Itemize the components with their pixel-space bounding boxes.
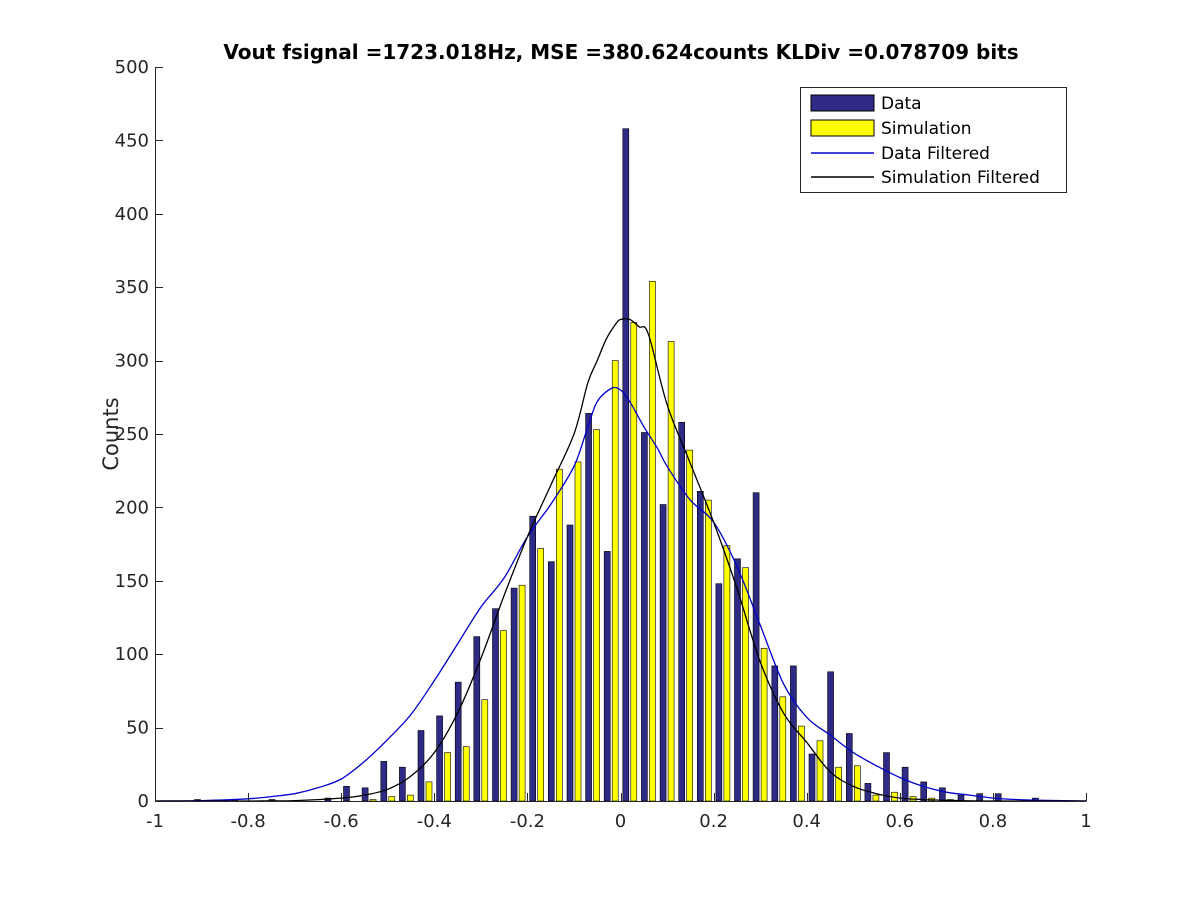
bar-data [510, 587, 518, 802]
bar-simulation [481, 699, 489, 802]
bar-simulation [500, 630, 507, 802]
bar-simulation [425, 781, 433, 802]
bar-data [585, 413, 592, 802]
bar-data [473, 636, 481, 802]
y-axis: 0 50 100 150 200 250 300 350 400 450 500 [115, 57, 163, 812]
x-axis: -1 -0.8 -0.6 -0.4 -0.2 0 0.2 0.4 0.6 0.8 1 [146, 793, 1092, 832]
bar-data [492, 608, 499, 802]
bar-data [380, 761, 388, 802]
bar-data [343, 785, 350, 802]
bar-simulation [407, 794, 414, 802]
bar-data [399, 766, 406, 802]
x-tick-label: -0.4 [417, 811, 452, 832]
bars-layer [194, 128, 1039, 802]
bar-simulation [518, 584, 526, 802]
bar-data [920, 781, 928, 802]
bar-simulation [555, 468, 563, 802]
chart-title: Vout fsignal =1723.018Hz, MSE =380.624co… [223, 40, 1018, 64]
bar-simulation [574, 461, 582, 802]
bar-data [603, 551, 611, 802]
bar-simulation [462, 746, 470, 802]
legend-item-data-filtered: Data Filtered [811, 144, 990, 164]
legend-label-data-filtered: Data Filtered [881, 144, 990, 164]
bar-simulation [444, 752, 451, 802]
x-tick-label: -0.8 [231, 811, 266, 832]
y-tick-label: 150 [115, 571, 149, 592]
bar-data [883, 752, 890, 802]
y-tick-label: 300 [115, 351, 149, 372]
bar-simulation [872, 794, 880, 802]
y-tick-label: 0 [138, 791, 149, 812]
y-tick-label: 250 [115, 424, 149, 445]
x-tick-label: 0.8 [979, 811, 1008, 832]
bar-data [529, 515, 537, 802]
bar-simulation [816, 740, 824, 802]
x-tick-label: -0.6 [324, 811, 359, 832]
bar-simulation [723, 545, 731, 802]
bar-simulation [835, 766, 842, 802]
y-tick-label: 100 [115, 644, 149, 665]
y-tick-label: 400 [115, 204, 149, 225]
legend-label-data: Data [881, 94, 922, 114]
bar-simulation [853, 765, 861, 802]
bar-data [808, 753, 816, 802]
bar-data [659, 504, 667, 802]
x-tick-label: 0.6 [885, 811, 914, 832]
bar-data [436, 715, 443, 802]
bar-data [622, 128, 630, 802]
legend-label-simulation-filtered: Simulation Filtered [881, 168, 1040, 188]
bar-simulation [630, 322, 638, 802]
x-tick-label: 0.2 [699, 811, 728, 832]
x-tick-label: 0.4 [792, 811, 821, 832]
bar-data [641, 432, 648, 802]
bar-data [901, 766, 909, 802]
legend-swatch-simulation [810, 119, 875, 137]
y-axis-label: Counts [99, 397, 123, 470]
bar-simulation [704, 499, 712, 802]
legend-label-simulation: Simulation [881, 119, 972, 139]
line-simulation-filtered [154, 318, 1087, 802]
bar-simulation [369, 799, 377, 802]
bar-simulation [537, 548, 545, 802]
bar-data [678, 421, 686, 802]
bar-data [696, 490, 704, 802]
bar-data [715, 583, 723, 802]
y-tick-label: 50 [126, 718, 149, 739]
bar-simulation [686, 449, 694, 802]
x-tick-label: 0 [615, 811, 626, 832]
legend-item-simulation: Simulation [810, 119, 972, 139]
x-tick-label: 1 [1080, 811, 1091, 832]
bar-data [547, 561, 555, 802]
bar-simulation [649, 280, 656, 802]
bar-data [790, 665, 797, 802]
bar-simulation [798, 725, 805, 802]
bar-simulation [611, 360, 619, 802]
bar-simulation [742, 567, 749, 802]
legend-item-simulation-filtered: Simulation Filtered [811, 168, 1040, 188]
bar-simulation [593, 429, 600, 802]
y-tick-label: 350 [115, 277, 149, 298]
legend: Data Simulation Data Filtered Simulation… [800, 87, 1067, 193]
y-tick-label: 450 [115, 130, 149, 151]
bar-simulation [388, 796, 396, 802]
lines-layer [154, 318, 1087, 802]
y-tick-label: 200 [115, 497, 149, 518]
legend-swatch-data [810, 94, 875, 112]
legend-item-data: Data [810, 94, 922, 114]
y-tick-label: 500 [115, 57, 149, 78]
bar-data [771, 665, 779, 802]
bar-data [566, 524, 574, 802]
line-data-filtered [154, 386, 1087, 802]
bar-data [845, 733, 853, 802]
bar-data [994, 793, 1002, 802]
bar-data [454, 681, 462, 802]
x-tick-label: -0.2 [510, 811, 545, 832]
bar-data [939, 787, 946, 802]
x-tick-label: -1 [146, 811, 164, 832]
bar-data [752, 492, 760, 802]
